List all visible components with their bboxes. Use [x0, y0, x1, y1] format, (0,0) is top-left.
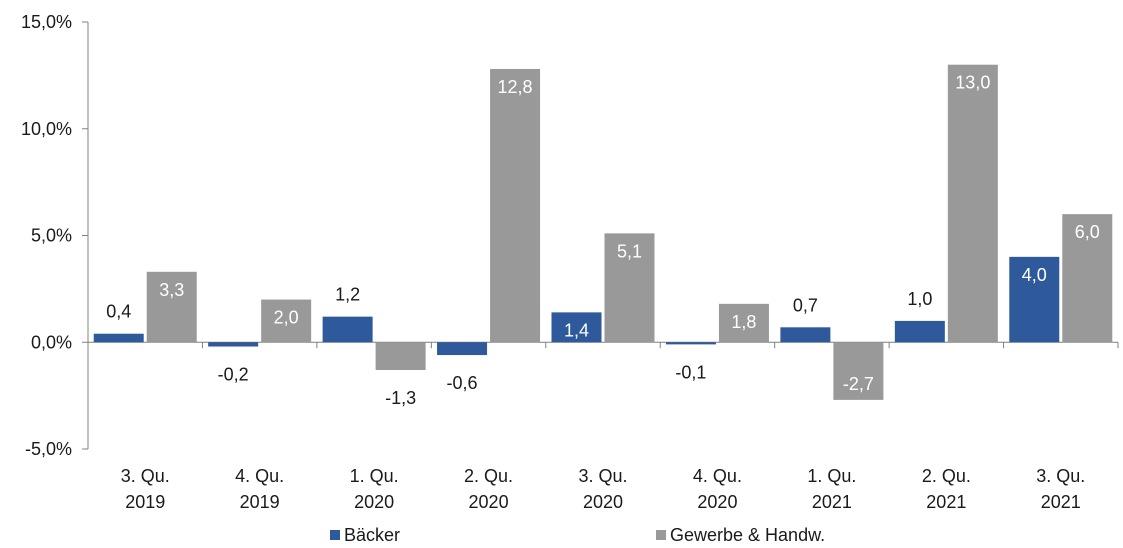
y-tick-label: 15,0%: [21, 12, 72, 32]
bar-baecker: [551, 312, 602, 343]
bar-baecker: [780, 327, 831, 343]
bar-baecker: [665, 342, 716, 345]
data-label: 5,1: [617, 241, 642, 261]
bar-baecker: [1009, 256, 1060, 343]
legend: Bäcker Gewerbe & Handw.: [330, 525, 825, 545]
legend-label: Bäcker: [344, 525, 400, 545]
data-label: -0,6: [447, 373, 478, 393]
bar-baecker: [894, 320, 945, 343]
bar-gewerbe: [490, 68, 541, 343]
data-label: -2,7: [843, 374, 874, 394]
bar-gewerbe: [604, 233, 655, 343]
data-label: 3,3: [159, 280, 184, 300]
x-tick-label: 2. Qu. 2021: [922, 466, 971, 512]
y-tick-label: 0,0%: [31, 332, 72, 352]
data-label: -0,1: [675, 362, 706, 382]
data-label: -1,3: [385, 388, 416, 408]
y-tick-label: -5,0%: [25, 439, 72, 459]
x-tick-label: 3. Qu. 2020: [578, 466, 627, 512]
bar-baecker: [437, 342, 488, 356]
bar-baecker: [208, 342, 259, 347]
bar-baecker: [322, 316, 373, 343]
data-label: 6,0: [1075, 222, 1100, 242]
y-tick-label: 10,0%: [21, 119, 72, 139]
x-tick-label: 4. Qu. 2019: [235, 466, 284, 512]
data-label: 2,0: [274, 308, 299, 328]
data-label: 1,0: [907, 289, 932, 309]
x-tick-label: 1. Qu. 2021: [807, 466, 856, 512]
data-label: 12,8: [498, 77, 533, 97]
bar-gewerbe: [375, 342, 426, 371]
x-tick-label: 1. Qu. 2020: [350, 466, 399, 512]
data-label: 1,4: [564, 320, 589, 340]
data-label: 0,4: [106, 302, 131, 322]
x-tick-label: 4. Qu. 2020: [693, 466, 742, 512]
bars: 0,4 -0,2 1,2 -0,6 1,4 -0,1 0,7 1,0 4,0 3,3 2,0 -1,3…: [93, 64, 1113, 408]
legend-label: Gewerbe & Handw.: [670, 525, 825, 545]
legend-swatch: [656, 530, 666, 540]
bar-gewerbe: [146, 271, 197, 343]
x-tick-label: 3. Qu. 2019: [121, 466, 170, 512]
data-label: 13,0: [955, 73, 990, 93]
x-tick-label: 3. Qu. 2021: [1036, 466, 1085, 512]
legend-swatch: [330, 530, 340, 540]
data-label: 0,7: [793, 295, 818, 315]
axes: -5,0% 0,0% 5,0% 10,0% 15,0% 3. Qu. 2019 4. Qu. 2…: [21, 12, 1119, 512]
bar-gewerbe: [833, 342, 884, 400]
bar-baecker: [93, 333, 144, 343]
bar-gewerbe: [947, 64, 998, 343]
x-tick-label: 2. Qu. 2020: [464, 466, 513, 512]
data-label: 4,0: [1022, 265, 1047, 285]
bar-gewerbe: [718, 303, 769, 343]
y-tick-label: 5,0%: [31, 226, 72, 246]
data-label: -0,2: [218, 365, 249, 385]
bar-gewerbe: [261, 299, 312, 343]
data-label: 1,2: [335, 285, 360, 305]
data-label: 1,8: [731, 312, 756, 332]
bar-gewerbe: [1062, 214, 1113, 343]
